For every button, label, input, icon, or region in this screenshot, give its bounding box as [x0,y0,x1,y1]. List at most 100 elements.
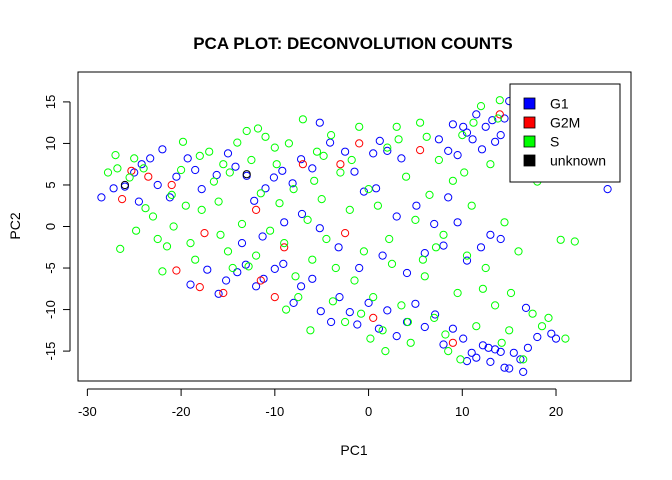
point-s-3 [130,154,139,163]
point-g1-29 [397,154,406,163]
y-tick-label-5: 5 [43,181,58,188]
point-g1-99 [453,218,462,227]
point-s-35 [298,115,307,124]
point-s-126 [493,114,502,123]
point-g1-44 [308,274,317,283]
point-g1-15 [250,196,259,205]
point-g1-66 [516,355,525,364]
point-s-11 [181,201,190,210]
point-s-87 [556,235,565,244]
point-g1-113 [280,218,289,227]
point-s-97 [272,160,281,169]
point-s-68 [453,288,462,298]
point-s-20 [228,263,237,273]
point-s-69 [458,131,467,140]
point-g1-55 [411,299,420,308]
point-s-76 [491,301,500,310]
point-s-44 [341,317,350,327]
point-s-29 [270,143,279,152]
point-g1-64 [496,347,505,356]
point-g1-57 [431,310,440,319]
point-g1-23 [326,138,335,147]
point-s-61 [420,272,429,281]
x-axis-label: PC1 [340,442,367,458]
point-s-55 [392,122,401,131]
point-s-89 [570,237,579,246]
y-tick-label-0: 0 [43,223,58,230]
point-g1-72 [462,357,472,366]
point-s-23 [242,126,251,136]
point-g1-117 [153,180,162,190]
point-g1-41 [279,259,288,268]
point-g1-110 [334,243,343,252]
point-g1-32 [186,280,195,289]
point-g1-48 [345,308,354,317]
point-s-112 [132,226,141,235]
point-g2m-12 [369,313,378,322]
point-s-105 [422,132,431,141]
point-g1-115 [237,239,247,248]
point-g1-61 [467,348,476,357]
point-s-37 [308,255,317,264]
point-s-25 [252,251,261,260]
point-g1-112 [297,209,307,219]
point-g2m-6 [252,205,261,214]
point-s-64 [434,155,443,165]
point-s-109 [497,338,506,347]
point-g1-13 [231,162,240,171]
point-g1-109 [444,193,453,202]
point-g1-85 [500,114,509,123]
point-g1-43 [297,282,306,291]
point-g1-50 [364,298,373,307]
point-s-104 [403,317,412,327]
point-g1-7 [165,193,174,202]
point-g1-87 [481,122,490,131]
x-axis: -30 -20 -10 0 10 20 [78,388,563,419]
point-g1-18 [278,166,287,175]
point-g1-98 [439,241,448,250]
point-s-60 [416,118,425,127]
point-g1-24 [341,147,350,156]
point-s-24 [247,155,256,165]
legend-label-s: S [550,134,559,150]
point-g1-65 [505,364,514,373]
point-s-125 [456,355,465,364]
point-g1-119 [521,303,531,312]
x-tick-label--20: -20 [172,404,191,419]
point-s-67 [448,176,457,185]
point-g1-11 [212,170,221,180]
y-axis-label: PC2 [7,212,23,239]
point-g1-52 [383,306,392,315]
point-g1-14 [242,171,251,180]
point-g1-97 [420,249,429,258]
point-s-5 [148,212,158,221]
point-s-100 [328,297,337,306]
point-s-49 [364,185,373,194]
x-tick-label-0: 0 [365,404,372,419]
point-s-107 [460,168,469,177]
point-s-103 [385,234,394,244]
point-g1-45 [316,307,325,316]
point-g1-101 [476,243,486,252]
point-s-114 [216,230,225,239]
point-g1-53 [392,332,401,341]
point-g1-6 [158,145,167,154]
point-g2m-10 [341,229,350,238]
point-g1-104 [355,263,364,273]
chart-title: PCA PLOT: DECONVOLUTION COUNTS [193,34,513,53]
x-tick-label--30: -30 [78,404,97,419]
point-s-51 [373,201,382,210]
point-g1-17 [269,173,278,182]
point-g1-91 [444,146,453,155]
point-s-108 [478,284,487,293]
legend-swatch-unknown [523,154,536,167]
point-s-48 [359,247,368,256]
point-g1-89 [462,128,472,137]
point-g1-82 [488,116,497,125]
point-s-59 [411,215,420,224]
point-g1-118 [172,172,181,181]
point-s-98 [291,272,300,281]
point-s-127 [418,255,427,264]
point-g1-58 [439,340,448,349]
point-g1-12 [223,149,233,158]
